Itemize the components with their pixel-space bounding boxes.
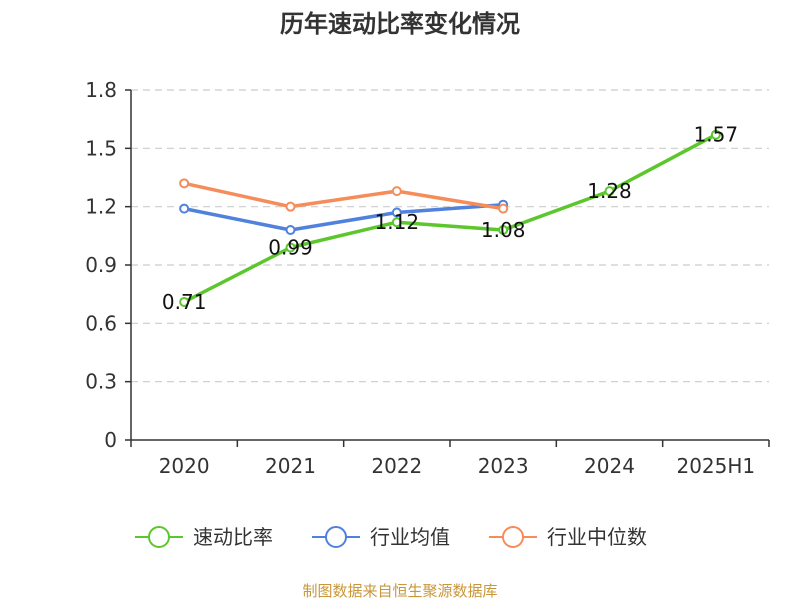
data-labels: 0.71 0.99 1.12 1.08 1.28 1.57	[162, 123, 738, 314]
legend-item[interactable]: 行业中位数	[489, 525, 647, 549]
data-point	[710, 129, 721, 140]
data-point	[391, 217, 402, 228]
data-label: 0.71	[162, 290, 207, 314]
legend-marker	[148, 526, 170, 548]
data-label: 1.28	[587, 179, 632, 203]
data-label: 1.08	[481, 218, 526, 242]
source-note: 制图数据来自恒生聚源数据库	[302, 582, 497, 600]
grid	[131, 89, 769, 383]
legend-label: 行业中位数	[547, 525, 647, 549]
y-tick-label: 0.3	[85, 370, 117, 394]
legend-label: 速动比率	[193, 525, 273, 549]
axes: 0 0.3 0.6 0.9 1.2 1.5 1.8 2020 2021 2022 2023 2024 2…	[85, 78, 770, 478]
x-tick-label: 2023	[478, 454, 529, 478]
x-tick-label: 2022	[371, 454, 422, 478]
data-point	[604, 186, 615, 197]
data-point	[285, 201, 296, 212]
y-tick-label: 1.8	[85, 78, 117, 102]
series-line	[183, 181, 504, 211]
data-label: 0.99	[268, 236, 313, 260]
x-tick-label: 2020	[159, 454, 210, 478]
legend-marker	[325, 526, 347, 548]
data-point	[179, 178, 190, 189]
y-tick-label: 0.9	[85, 253, 117, 277]
x-tick-label: 2024	[584, 454, 635, 478]
data-point	[179, 296, 190, 307]
y-tick-label: 1.2	[85, 195, 117, 219]
y-tick-label: 0.6	[85, 311, 117, 335]
legend-item[interactable]: 速动比率	[135, 525, 273, 549]
legend-item[interactable]: 行业均值	[312, 525, 450, 549]
legend-marker	[502, 526, 524, 548]
legend[interactable]: 速动比率 行业均值 行业中位数	[135, 525, 647, 549]
chart-title: 历年速动比率变化情况	[280, 10, 520, 38]
data-point	[391, 207, 402, 218]
data-label: 1.57	[694, 123, 739, 147]
data-point	[498, 203, 509, 214]
data-point	[285, 225, 296, 235]
legend-label: 行业均值	[370, 525, 450, 549]
y-tick-label: 1.5	[85, 136, 117, 160]
data-label: 1.12	[375, 210, 420, 234]
data-point	[498, 225, 509, 235]
x-tick-label: 2025H1	[676, 454, 755, 478]
x-tick-label: 2021	[265, 454, 316, 478]
data-point	[391, 186, 402, 197]
data-point	[285, 242, 296, 253]
data-point	[179, 203, 190, 214]
y-tick-label: 0	[104, 428, 117, 452]
series-layer	[179, 129, 721, 307]
series-line	[183, 133, 717, 304]
series-line	[183, 202, 504, 232]
